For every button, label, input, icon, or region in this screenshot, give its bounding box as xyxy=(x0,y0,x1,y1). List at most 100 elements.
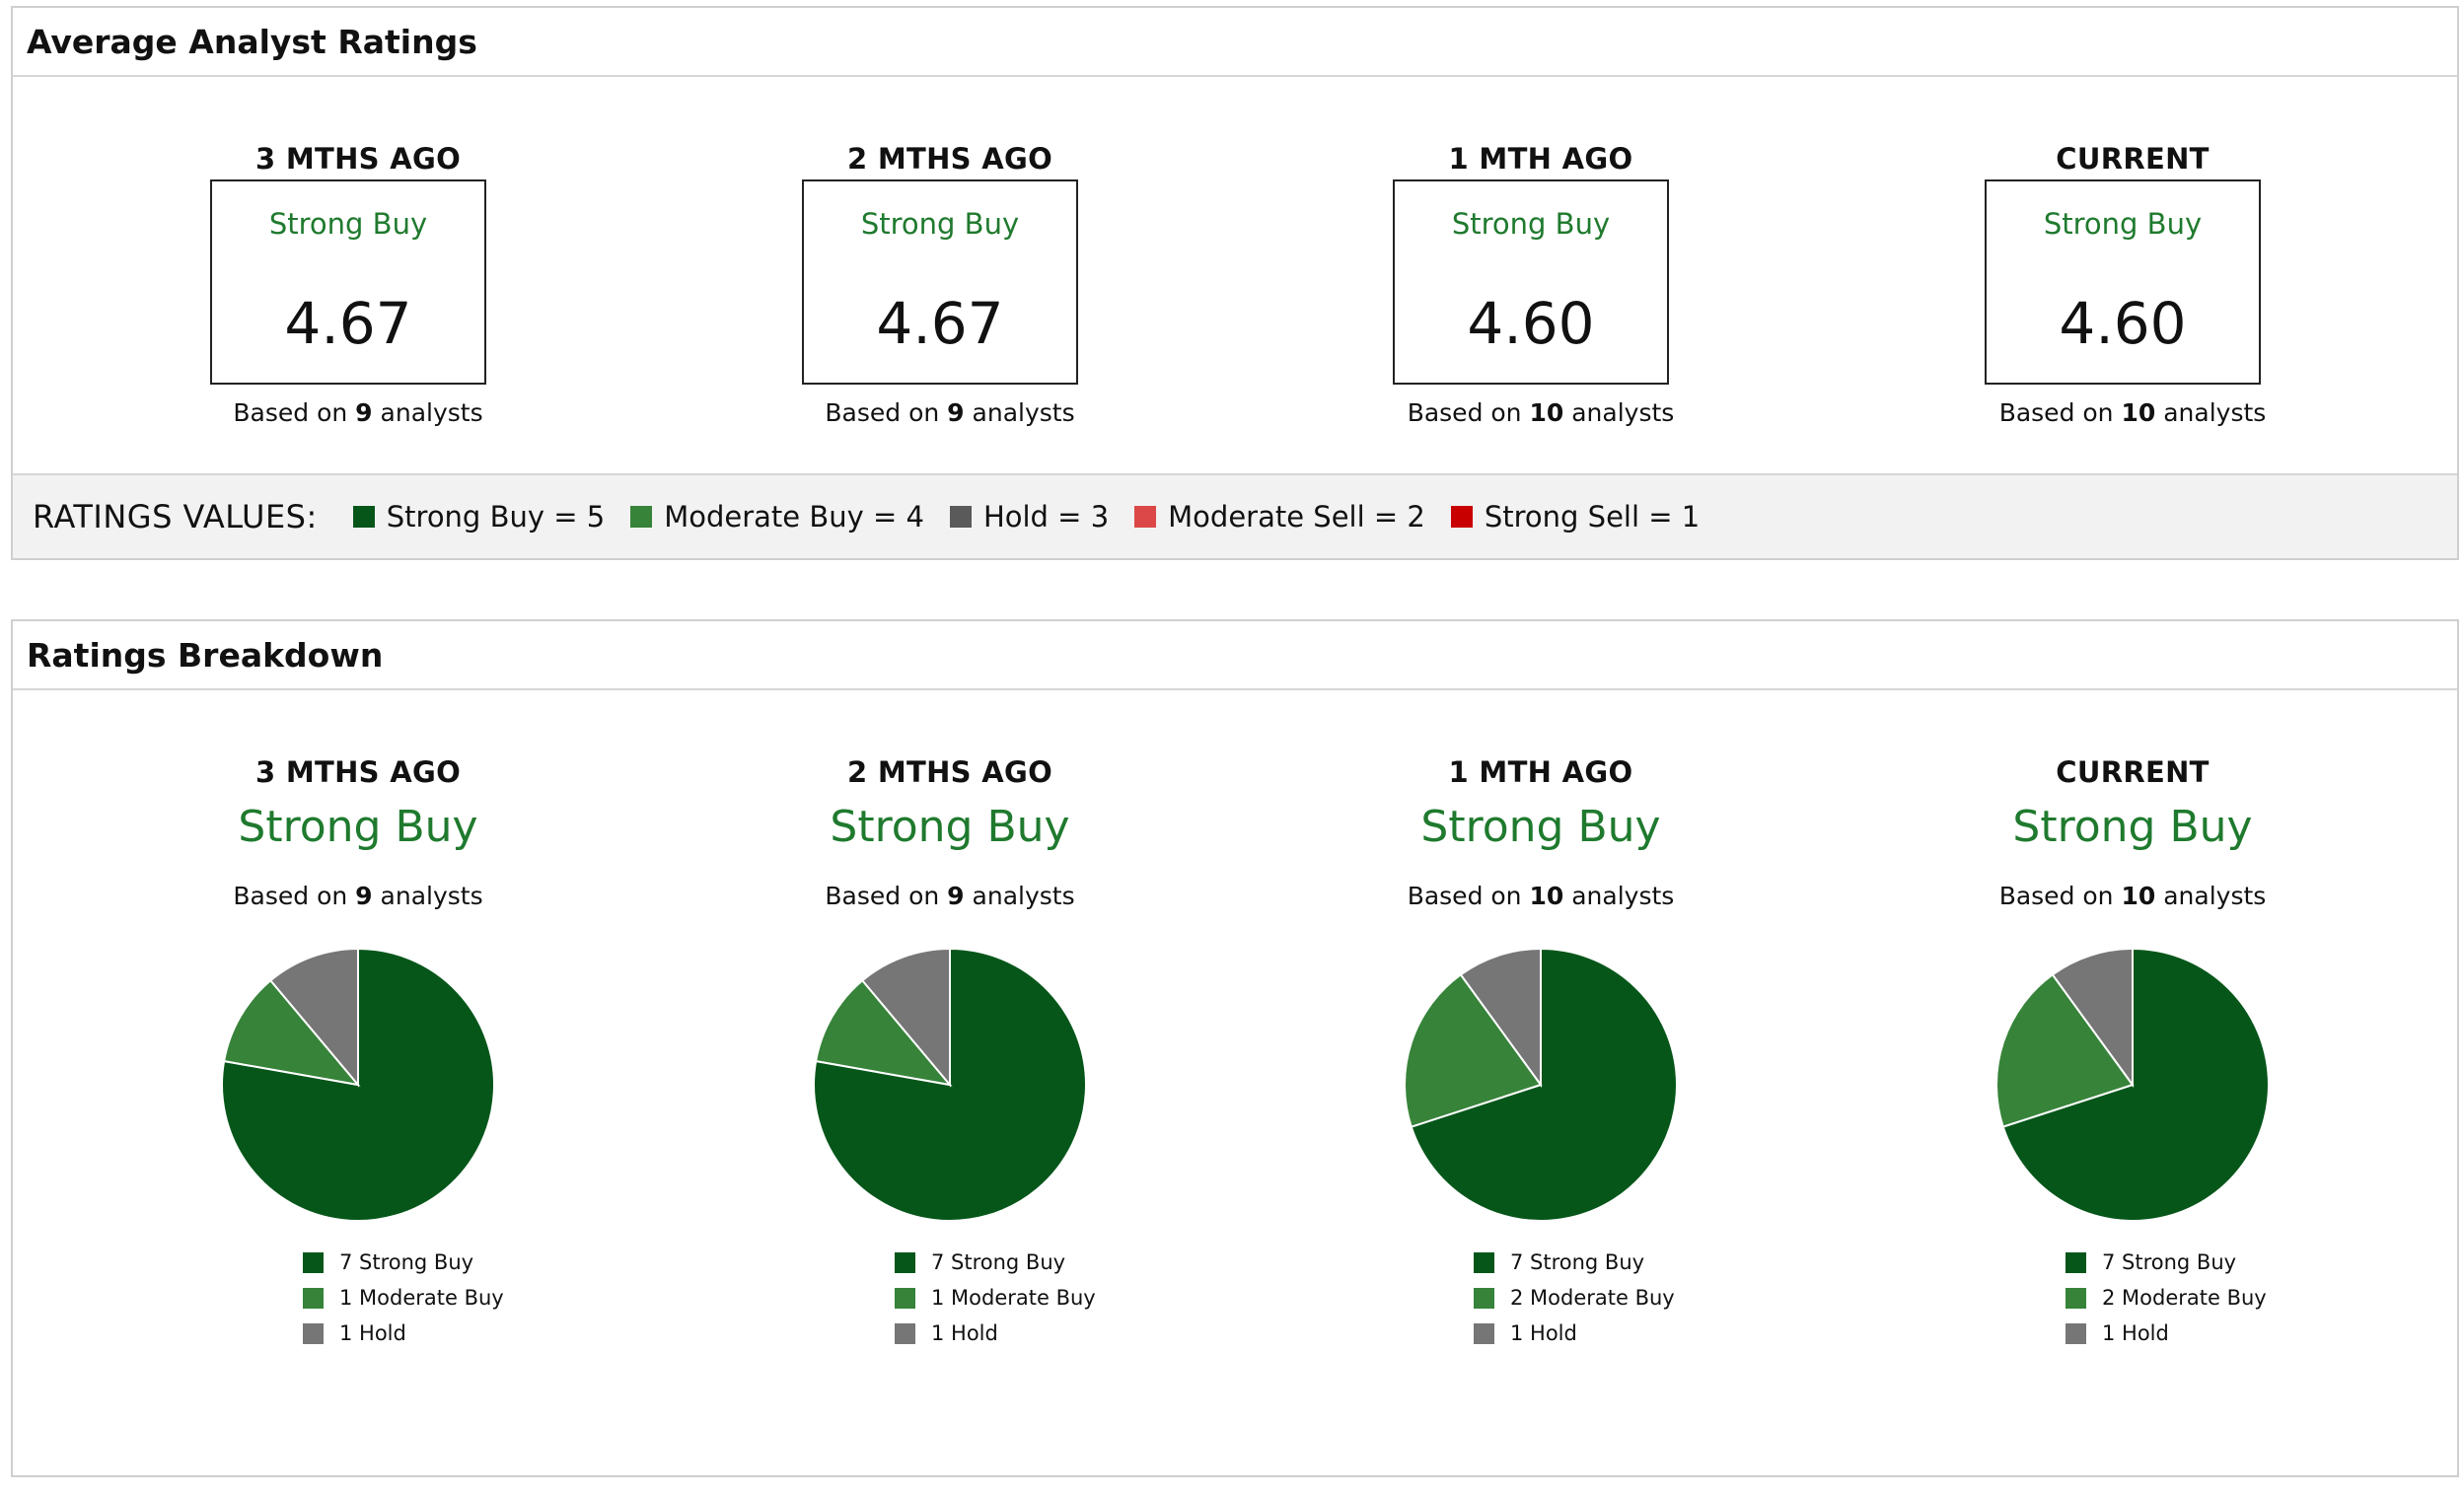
based-on-prefix: Based on xyxy=(1998,882,2114,910)
legend-label: Moderate Buy = 4 xyxy=(664,500,924,534)
pie-slice-strong-buy xyxy=(2001,947,2270,1222)
based-on-prefix: Based on xyxy=(233,882,348,910)
pie-legend-label: 7 Strong Buy xyxy=(2102,1250,2237,1274)
pie-legend-swatch xyxy=(895,1287,915,1309)
pie-svg xyxy=(221,947,495,1222)
analyst-count: 9 xyxy=(355,398,373,427)
pie-legend: 7 Strong Buy 1 Moderate Buy 1 Hold xyxy=(303,1245,504,1351)
based-on-text: Based on 10 analysts xyxy=(1245,398,1837,427)
pie-legend-swatch xyxy=(2065,1322,2086,1344)
pie-legend-label: 1 Hold xyxy=(1510,1321,1577,1345)
panel-header: Ratings Breakdown xyxy=(13,621,2457,690)
based-on-prefix: Based on xyxy=(1407,882,1522,910)
pie-legend: 7 Strong Buy 2 Moderate Buy 1 Hold xyxy=(2065,1245,2267,1351)
pie-legend-item-moderate-buy: 1 Moderate Buy xyxy=(303,1280,504,1316)
chart-subtitle: Strong Buy xyxy=(830,802,1070,852)
legend-swatch xyxy=(1450,506,1473,528)
pie-legend-label: 7 Strong Buy xyxy=(1510,1250,1645,1274)
analyst-count: 9 xyxy=(947,882,965,910)
legend-swatch xyxy=(949,506,972,528)
rating-box: Strong Buy 4.67 xyxy=(210,179,486,385)
pie-svg xyxy=(1995,947,2270,1222)
rating-value: 4.60 xyxy=(1467,290,1595,357)
rating-box: Strong Buy 4.60 xyxy=(1985,179,2261,385)
analyst-count: 10 xyxy=(2121,882,2156,910)
column-label: 3 MTHS AGO xyxy=(254,142,462,176)
pie-svg xyxy=(813,947,1087,1222)
pie-legend-swatch xyxy=(1474,1322,1494,1344)
pie-legend-swatch xyxy=(2065,1287,2086,1309)
legend-swatch xyxy=(352,506,375,528)
legend-swatch xyxy=(630,506,653,528)
based-on-suffix: analysts xyxy=(380,398,483,427)
based-on-prefix: Based on xyxy=(233,398,348,427)
based-on-text: Based on 9 analysts xyxy=(62,398,654,427)
pie-legend-item-strong-buy: 7 Strong Buy xyxy=(1474,1245,1675,1280)
based-on-prefix: Based on xyxy=(825,398,940,427)
pie-slice-hold xyxy=(860,947,951,1088)
pie-legend-label: 1 Hold xyxy=(931,1321,998,1345)
legend-item-strong-sell: Strong Sell = 1 xyxy=(1450,500,1701,534)
column-label: 2 MTHS AGO xyxy=(846,142,1053,176)
based-on-text: Based on 10 analysts xyxy=(1245,882,1837,910)
pie-legend-label: 1 Moderate Buy xyxy=(931,1286,1096,1310)
pie-legend-swatch xyxy=(895,1251,915,1273)
panel-title: Average Analyst Ratings xyxy=(27,22,477,61)
pie-slice-moderate-buy xyxy=(1404,972,1543,1128)
pie-legend: 7 Strong Buy 2 Moderate Buy 1 Hold xyxy=(1474,1245,1675,1351)
analyst-count: 9 xyxy=(355,882,373,910)
pie-legend-label: 2 Moderate Buy xyxy=(1510,1286,1675,1310)
pie-legend-swatch xyxy=(303,1322,324,1344)
legend-label: Strong Sell = 1 xyxy=(1484,500,1701,534)
based-on-text: Based on 9 analysts xyxy=(654,882,1246,910)
pie-legend-item-moderate-buy: 2 Moderate Buy xyxy=(1474,1280,1675,1316)
column-label: 1 MTH AGO xyxy=(1448,142,1633,176)
pie-chart xyxy=(1403,947,1679,1223)
pie-legend: 7 Strong Buy 1 Moderate Buy 1 Hold xyxy=(895,1245,1096,1351)
based-on-text: Based on 10 analysts xyxy=(1837,882,2428,910)
pie-legend-label: 1 Hold xyxy=(2102,1321,2169,1345)
legend-item-moderate-sell: Moderate Sell = 2 xyxy=(1134,500,1425,534)
rating-text: Strong Buy xyxy=(860,207,1020,241)
pie-slice-hold xyxy=(1459,947,1542,1089)
based-on-prefix: Based on xyxy=(1407,398,1522,427)
pie-legend-item-hold: 1 Hold xyxy=(1474,1316,1675,1351)
legend-item-hold: Hold = 3 xyxy=(949,500,1110,534)
legend-label: Moderate Sell = 2 xyxy=(1168,500,1425,534)
based-on-text: Based on 10 analysts xyxy=(1837,398,2428,427)
pie-legend-item-hold: 1 Hold xyxy=(2065,1316,2267,1351)
pie-slice-hold xyxy=(268,947,359,1088)
pie-slice-hold xyxy=(2051,947,2134,1089)
pie-slice-strong-buy xyxy=(1410,947,1678,1222)
rating-value: 4.60 xyxy=(2059,290,2187,357)
ratings-breakdown-panel: Ratings Breakdown 3 MTHS AGO Strong Buy … xyxy=(11,619,2459,1477)
pie-slice-moderate-buy xyxy=(1995,972,2135,1128)
pie-legend-swatch xyxy=(1474,1287,1494,1309)
pie-chart xyxy=(812,947,1088,1223)
pie-legend-label: 2 Moderate Buy xyxy=(2102,1286,2267,1310)
rating-value: 4.67 xyxy=(876,290,1004,357)
analyst-count: 10 xyxy=(1529,398,1564,427)
based-on-text: Based on 9 analysts xyxy=(62,882,654,910)
based-on-suffix: analysts xyxy=(2163,398,2267,427)
pie-legend-item-strong-buy: 7 Strong Buy xyxy=(895,1245,1096,1280)
pie-legend-swatch xyxy=(1474,1251,1494,1273)
legend-label: Hold = 3 xyxy=(982,500,1110,534)
pie-legend-item-strong-buy: 7 Strong Buy xyxy=(2065,1245,2267,1280)
pie-legend-label: 7 Strong Buy xyxy=(339,1250,474,1274)
pie-slice-moderate-buy xyxy=(814,978,953,1087)
legend-swatch xyxy=(1134,506,1157,528)
panel-header: Average Analyst Ratings xyxy=(13,8,2457,77)
legend-label: Strong Buy = 5 xyxy=(386,500,606,534)
chart-title: 3 MTHS AGO xyxy=(254,755,462,789)
pie-chart xyxy=(1994,947,2271,1223)
pie-legend-item-moderate-buy: 2 Moderate Buy xyxy=(2065,1280,2267,1316)
pie-chart xyxy=(220,947,496,1223)
pie-slice-moderate-buy xyxy=(222,978,361,1087)
rating-text: Strong Buy xyxy=(268,207,428,241)
chart-title: 2 MTHS AGO xyxy=(846,755,1053,789)
pie-legend-label: 1 Hold xyxy=(339,1321,406,1345)
chart-title: CURRENT xyxy=(2056,755,2210,789)
chart-subtitle: Strong Buy xyxy=(238,802,478,852)
based-on-suffix: analysts xyxy=(1571,398,1675,427)
